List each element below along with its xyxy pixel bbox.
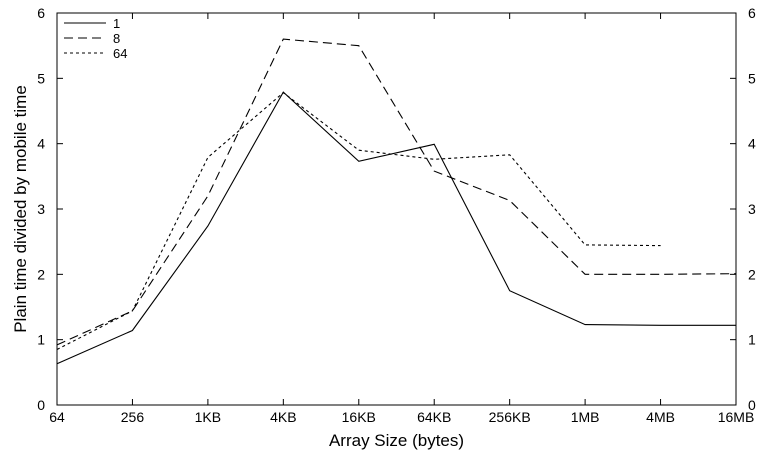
- y2-tick-label: 1: [748, 332, 756, 348]
- y-tick-label: 1: [37, 332, 45, 348]
- x-tick-label: 64KB: [417, 409, 451, 425]
- y-tick-label: 4: [37, 136, 45, 152]
- legend-label: 8: [113, 31, 120, 46]
- series-line-64: [56, 91, 661, 350]
- x-tick-label: 256KB: [489, 409, 531, 425]
- x-axis-title: Array Size (bytes): [329, 431, 464, 450]
- x-tick-label: 1MB: [571, 409, 600, 425]
- y-tick-label: 3: [37, 201, 45, 217]
- y2-tick-label: 0: [748, 397, 756, 413]
- y-tick-label: 6: [37, 5, 45, 21]
- y-tick-label: 5: [37, 70, 45, 86]
- legend-label: 1: [113, 16, 120, 31]
- series-line-8: [56, 38, 737, 346]
- series-line-1: [56, 91, 736, 365]
- plot-frame: [56, 12, 737, 406]
- x-tick-label: 16MB: [718, 409, 755, 425]
- x-tick-label: 4KB: [270, 409, 296, 425]
- legend-label: 64: [113, 46, 127, 61]
- y-tick-label: 2: [37, 266, 45, 282]
- y2-tick-label: 5: [748, 70, 756, 86]
- y2-tick-label: 4: [748, 136, 756, 152]
- y2-tick-label: 6: [748, 5, 756, 21]
- series-lines: [56, 38, 737, 365]
- x-tick-label: 256: [121, 409, 145, 425]
- y-axis-title: Plain time divided by mobile time: [11, 85, 30, 333]
- x-tick-label: 1KB: [195, 409, 221, 425]
- y2-tick-label: 3: [748, 201, 756, 217]
- y-tick-label: 0: [37, 397, 45, 413]
- x-tick-label: 16KB: [342, 409, 376, 425]
- x-tick-label: 64: [49, 409, 65, 425]
- x-tick-label: 4MB: [646, 409, 675, 425]
- y2-tick-label: 2: [748, 266, 756, 282]
